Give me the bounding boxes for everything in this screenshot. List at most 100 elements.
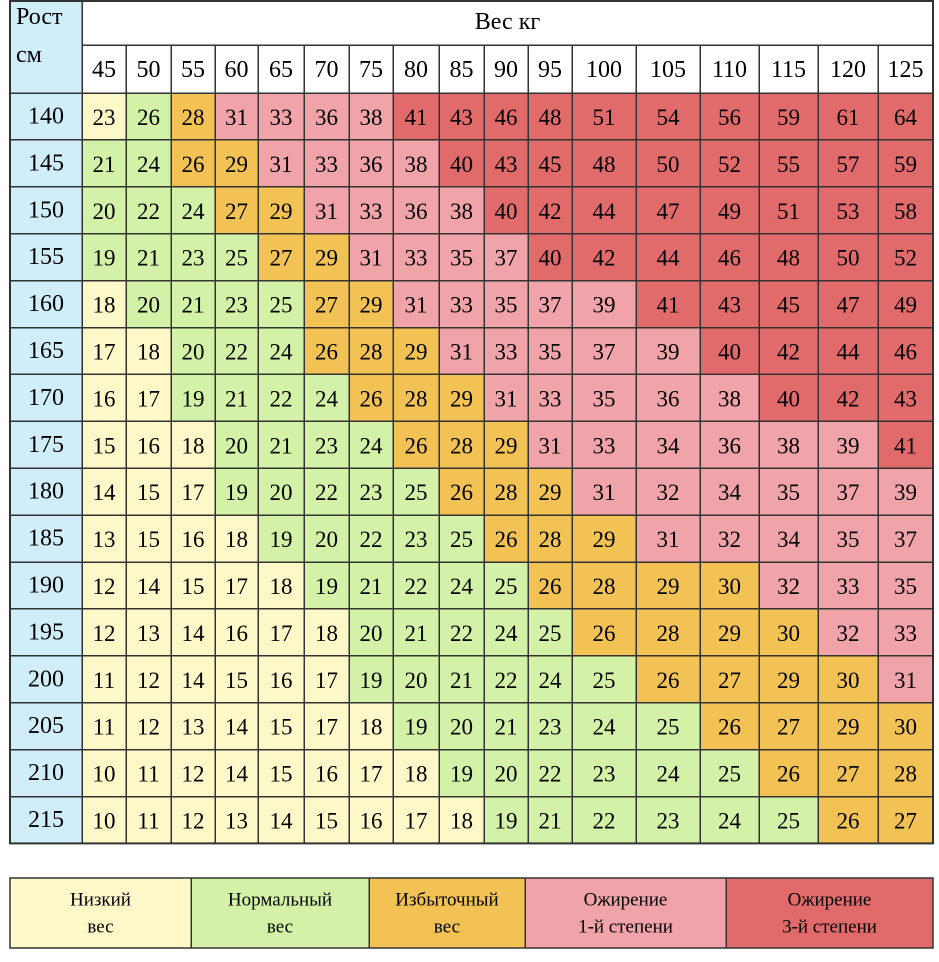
bmi-cell: [636, 233, 700, 281]
bmi-cell: [215, 280, 258, 328]
bmi-cell: [126, 421, 171, 469]
bmi-value: 40: [718, 339, 741, 364]
bmi-value: 20: [182, 339, 205, 364]
bmi-value: 31: [657, 527, 680, 552]
bmi-cell: [349, 749, 393, 797]
bmi-value: 30: [718, 574, 741, 599]
bmi-value: 10: [93, 808, 116, 833]
bmi-value: 24: [657, 762, 681, 787]
bmi-value: 26: [539, 574, 562, 599]
bmi-value: 23: [93, 105, 116, 130]
bmi-value: 46: [718, 246, 741, 271]
weight-tick-label: 60: [225, 57, 249, 83]
bmi-cell: [818, 233, 878, 281]
weight-tick-label: 55: [181, 57, 205, 83]
weight-tick-label: 45: [92, 57, 116, 83]
bmi-cell: [439, 468, 484, 516]
bmi-cell: [349, 796, 393, 844]
bmi-value: 24: [182, 199, 206, 224]
bmi-value: 55: [777, 152, 800, 177]
bmi-value: 38: [405, 152, 428, 177]
bmi-value: 17: [315, 715, 338, 740]
bmi-value: 29: [315, 246, 338, 271]
bmi-value: 27: [837, 762, 860, 787]
bmi-value: 38: [718, 386, 741, 411]
bmi-cell: [700, 749, 759, 797]
legend-border: [9, 877, 934, 949]
bmi-cell: [700, 233, 759, 281]
bmi-cell: [818, 139, 878, 187]
bmi-cell: [215, 468, 258, 516]
bmi-cell: [759, 468, 818, 516]
height-tick-label: 215: [28, 807, 64, 833]
weight-tick-label: 65: [269, 57, 293, 83]
bmi-value: 20: [225, 433, 248, 458]
bmi-cell: [700, 796, 759, 844]
bmi-value: 12: [137, 715, 160, 740]
bmi-cell: [700, 468, 759, 516]
bmi-value: 23: [360, 480, 383, 505]
bmi-value: 59: [894, 152, 917, 177]
bmi-cell: [171, 749, 215, 797]
bmi-value: 38: [360, 105, 383, 130]
bmi-value: 40: [777, 386, 800, 411]
bmi-cell: [82, 186, 126, 234]
bmi-value: 15: [270, 715, 293, 740]
bmi-cell: [439, 421, 484, 469]
bmi-value: 36: [657, 386, 680, 411]
bmi-value: 14: [137, 574, 161, 599]
bmi-cell: [439, 93, 484, 140]
bmi-value: 24: [270, 339, 294, 364]
bmi-value: 25: [593, 668, 616, 693]
bmi-value: 33: [270, 105, 293, 130]
bmi-value: 24: [718, 808, 742, 833]
bmi-value: 24: [495, 621, 519, 646]
bmi-value: 51: [593, 105, 616, 130]
bmi-cell: [258, 796, 304, 844]
bmi-cell: [528, 562, 572, 609]
bmi-value: 42: [593, 246, 616, 271]
bmi-cell: [393, 655, 439, 703]
bmi-cell: [349, 186, 393, 234]
bmi-cell: [82, 327, 126, 375]
bmi-value: 26: [718, 715, 741, 740]
bmi-value: 33: [837, 574, 860, 599]
bmi-cell: [393, 515, 439, 562]
bmi-value: 27: [718, 668, 741, 693]
bmi-value: 14: [182, 668, 206, 693]
bmi-value: 28: [894, 762, 917, 787]
bmi-value: 21: [539, 808, 562, 833]
legend-label: Нормальный: [228, 890, 332, 911]
bmi-value: 14: [225, 715, 249, 740]
bmi-cell: [349, 139, 393, 187]
bmi-cell: [818, 280, 878, 328]
bmi-cell: [759, 796, 818, 844]
bmi-cell: [759, 421, 818, 469]
bmi-cell: [82, 655, 126, 703]
bmi-cell: [572, 374, 636, 422]
bmi-value: 29: [495, 433, 518, 458]
bmi-value: 36: [315, 105, 338, 130]
bmi-cell: [349, 562, 393, 609]
weight-tick-label: 100: [586, 57, 622, 83]
bmi-value: 52: [718, 152, 741, 177]
legend-label: вес: [87, 917, 113, 938]
bmi-value: 28: [405, 386, 428, 411]
bmi-cell: [636, 139, 700, 187]
bmi-cell: [759, 93, 818, 140]
bmi-value: 41: [405, 105, 428, 130]
bmi-value: 29: [225, 152, 248, 177]
bmi-cell: [258, 749, 304, 797]
bmi-cell: [304, 655, 349, 703]
bmi-value: 18: [225, 527, 248, 552]
bmi-value: 26: [405, 433, 428, 458]
bmi-value: 22: [450, 621, 473, 646]
bmi-cell: [818, 468, 878, 516]
bmi-cell: [258, 93, 304, 140]
bmi-value: 12: [137, 668, 160, 693]
bmi-value: 19: [270, 527, 293, 552]
bmi-cell: [393, 608, 439, 656]
bmi-value: 29: [657, 574, 680, 599]
bmi-value: 18: [315, 621, 338, 646]
bmi-value: 20: [405, 668, 428, 693]
